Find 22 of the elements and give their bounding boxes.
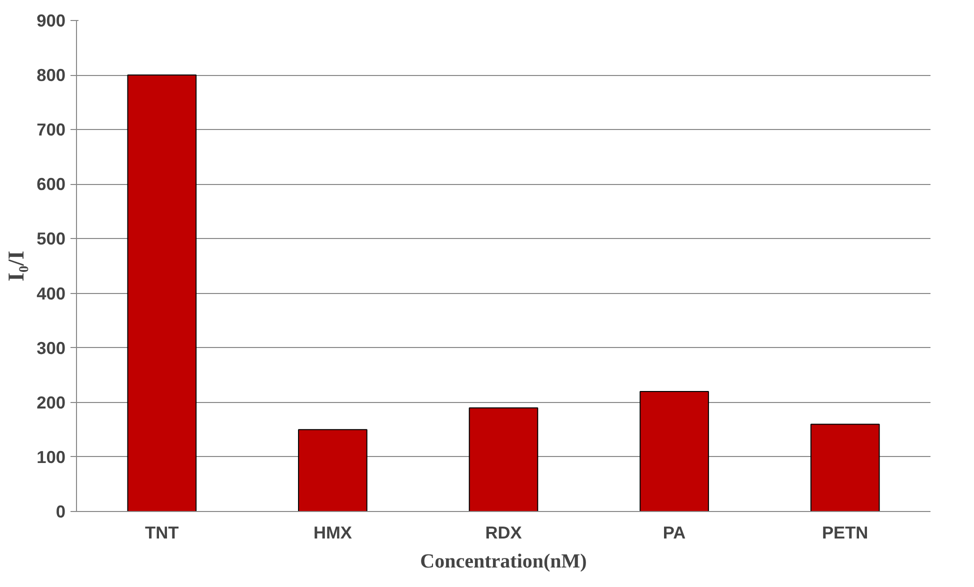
y-tick-label: 300 (36, 338, 66, 358)
x-tick-label: TNT (145, 522, 180, 542)
bar (127, 74, 197, 512)
y-axis-title: I₀/I (4, 250, 29, 282)
y-tick-label: 600 (36, 174, 66, 194)
y-tick-label: 100 (36, 446, 66, 467)
x-tick-label: RDX (485, 522, 522, 542)
bar (298, 429, 368, 512)
y-tick-label: 800 (36, 65, 66, 86)
x-tick-label: HMX (313, 522, 352, 542)
y-tick-label: 900 (36, 10, 66, 30)
x-tick-label: PA (662, 522, 686, 542)
x-tick-label: PETN (822, 522, 868, 542)
y-tick-label: 0 (56, 502, 66, 522)
bar (468, 407, 538, 512)
x-axis-title: Concentration(nM) (420, 550, 587, 572)
y-tick-label: 400 (36, 283, 66, 304)
bar (810, 424, 880, 512)
bar (640, 390, 709, 512)
y-tick-label: 500 (36, 228, 66, 249)
y-tick-label: 700 (36, 120, 66, 140)
y-tick-label: 200 (36, 392, 66, 412)
